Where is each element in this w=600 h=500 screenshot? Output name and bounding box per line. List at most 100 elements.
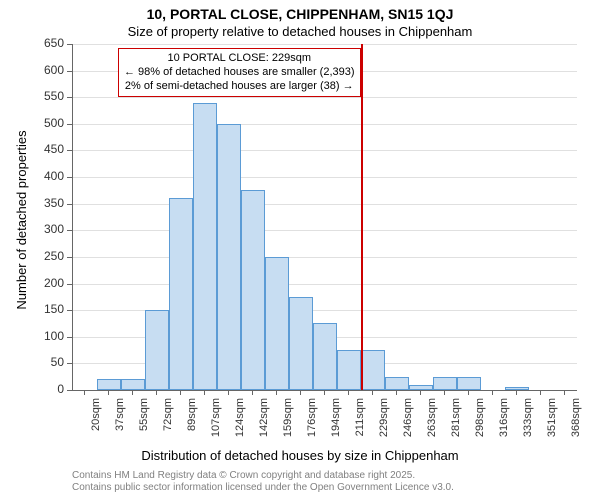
xtick-label: 229sqm — [378, 398, 390, 448]
gridline — [73, 284, 577, 285]
ytick-mark — [67, 257, 72, 258]
ytick-label: 100 — [32, 329, 64, 343]
annotation-line: 10 PORTAL CLOSE: 229sqm — [124, 52, 355, 66]
xtick-label: 176sqm — [306, 398, 318, 448]
ytick-mark — [67, 390, 72, 391]
gridline — [73, 124, 577, 125]
xtick-mark — [252, 390, 253, 395]
ytick-label: 650 — [32, 36, 64, 50]
ytick-mark — [67, 124, 72, 125]
xtick-label: 263sqm — [426, 398, 438, 448]
ytick-label: 550 — [32, 89, 64, 103]
xtick-label: 333sqm — [522, 398, 534, 448]
xtick-mark — [468, 390, 469, 395]
histogram-bar — [193, 103, 217, 390]
xtick-mark — [492, 390, 493, 395]
xtick-label: 316sqm — [498, 398, 510, 448]
ytick-label: 400 — [32, 169, 64, 183]
xtick-mark — [84, 390, 85, 395]
ytick-mark — [67, 284, 72, 285]
histogram-bar — [361, 350, 385, 390]
xtick-mark — [132, 390, 133, 395]
gridline — [73, 150, 577, 151]
histogram-bar — [169, 198, 193, 390]
ytick-label: 150 — [32, 302, 64, 316]
xtick-mark — [564, 390, 565, 395]
gridline — [73, 230, 577, 231]
xtick-label: 142sqm — [258, 398, 270, 448]
ytick-mark — [67, 97, 72, 98]
xtick-label: 281sqm — [450, 398, 462, 448]
xtick-label: 246sqm — [402, 398, 414, 448]
xtick-mark — [540, 390, 541, 395]
property-marker-line — [361, 44, 363, 390]
xtick-label: 194sqm — [330, 398, 342, 448]
histogram-bar — [337, 350, 361, 390]
ytick-mark — [67, 337, 72, 338]
histogram-bar — [121, 379, 145, 390]
ytick-label: 600 — [32, 63, 64, 77]
gridline — [73, 177, 577, 178]
xtick-mark — [276, 390, 277, 395]
xtick-mark — [204, 390, 205, 395]
xtick-mark — [108, 390, 109, 395]
ytick-mark — [67, 44, 72, 45]
histogram-bar — [97, 379, 121, 390]
xtick-mark — [444, 390, 445, 395]
xtick-mark — [156, 390, 157, 395]
ytick-mark — [67, 230, 72, 231]
chart-container: 10, PORTAL CLOSE, CHIPPENHAM, SN15 1QJ S… — [0, 0, 600, 500]
xtick-label: 89sqm — [186, 398, 198, 448]
xtick-label: 124sqm — [234, 398, 246, 448]
ytick-mark — [67, 363, 72, 364]
annotation-line: ← 98% of detached houses are smaller (2,… — [124, 66, 355, 80]
ytick-label: 50 — [32, 355, 64, 369]
histogram-bar — [505, 387, 529, 390]
histogram-bar — [313, 323, 337, 390]
ytick-mark — [67, 204, 72, 205]
ytick-label: 500 — [32, 116, 64, 130]
chart-subtitle: Size of property relative to detached ho… — [0, 24, 600, 39]
ytick-mark — [67, 150, 72, 151]
gridline — [73, 257, 577, 258]
xtick-mark — [396, 390, 397, 395]
annotation-line: 2% of semi-detached houses are larger (3… — [124, 80, 355, 94]
xtick-label: 20sqm — [90, 398, 102, 448]
footer-line-1: Contains HM Land Registry data © Crown c… — [72, 470, 415, 481]
xtick-label: 37sqm — [114, 398, 126, 448]
y-axis-label: Number of detached properties — [14, 90, 29, 350]
histogram-bar — [457, 377, 481, 390]
histogram-bar — [241, 190, 265, 390]
xtick-mark — [300, 390, 301, 395]
ytick-mark — [67, 71, 72, 72]
ytick-mark — [67, 177, 72, 178]
ytick-label: 350 — [32, 196, 64, 210]
xtick-mark — [324, 390, 325, 395]
xtick-mark — [228, 390, 229, 395]
gridline — [73, 44, 577, 45]
histogram-bar — [145, 310, 169, 390]
footer-line-2: Contains public sector information licen… — [72, 482, 454, 493]
xtick-mark — [420, 390, 421, 395]
xtick-label: 159sqm — [282, 398, 294, 448]
ytick-label: 450 — [32, 142, 64, 156]
gridline — [73, 97, 577, 98]
xtick-label: 351sqm — [546, 398, 558, 448]
ytick-label: 0 — [32, 382, 64, 396]
ytick-label: 250 — [32, 249, 64, 263]
xtick-label: 298sqm — [474, 398, 486, 448]
xtick-label: 368sqm — [570, 398, 582, 448]
annotation-box: 10 PORTAL CLOSE: 229sqm← 98% of detached… — [118, 48, 361, 97]
histogram-bar — [265, 257, 289, 390]
xtick-mark — [180, 390, 181, 395]
ytick-label: 300 — [32, 222, 64, 236]
xtick-label: 211sqm — [354, 398, 366, 448]
chart-title: 10, PORTAL CLOSE, CHIPPENHAM, SN15 1QJ — [0, 6, 600, 22]
histogram-bar — [385, 377, 409, 390]
xtick-label: 72sqm — [162, 398, 174, 448]
xtick-label: 107sqm — [210, 398, 222, 448]
histogram-bar — [409, 385, 433, 390]
xtick-label: 55sqm — [138, 398, 150, 448]
gridline — [73, 204, 577, 205]
histogram-bar — [217, 124, 241, 390]
